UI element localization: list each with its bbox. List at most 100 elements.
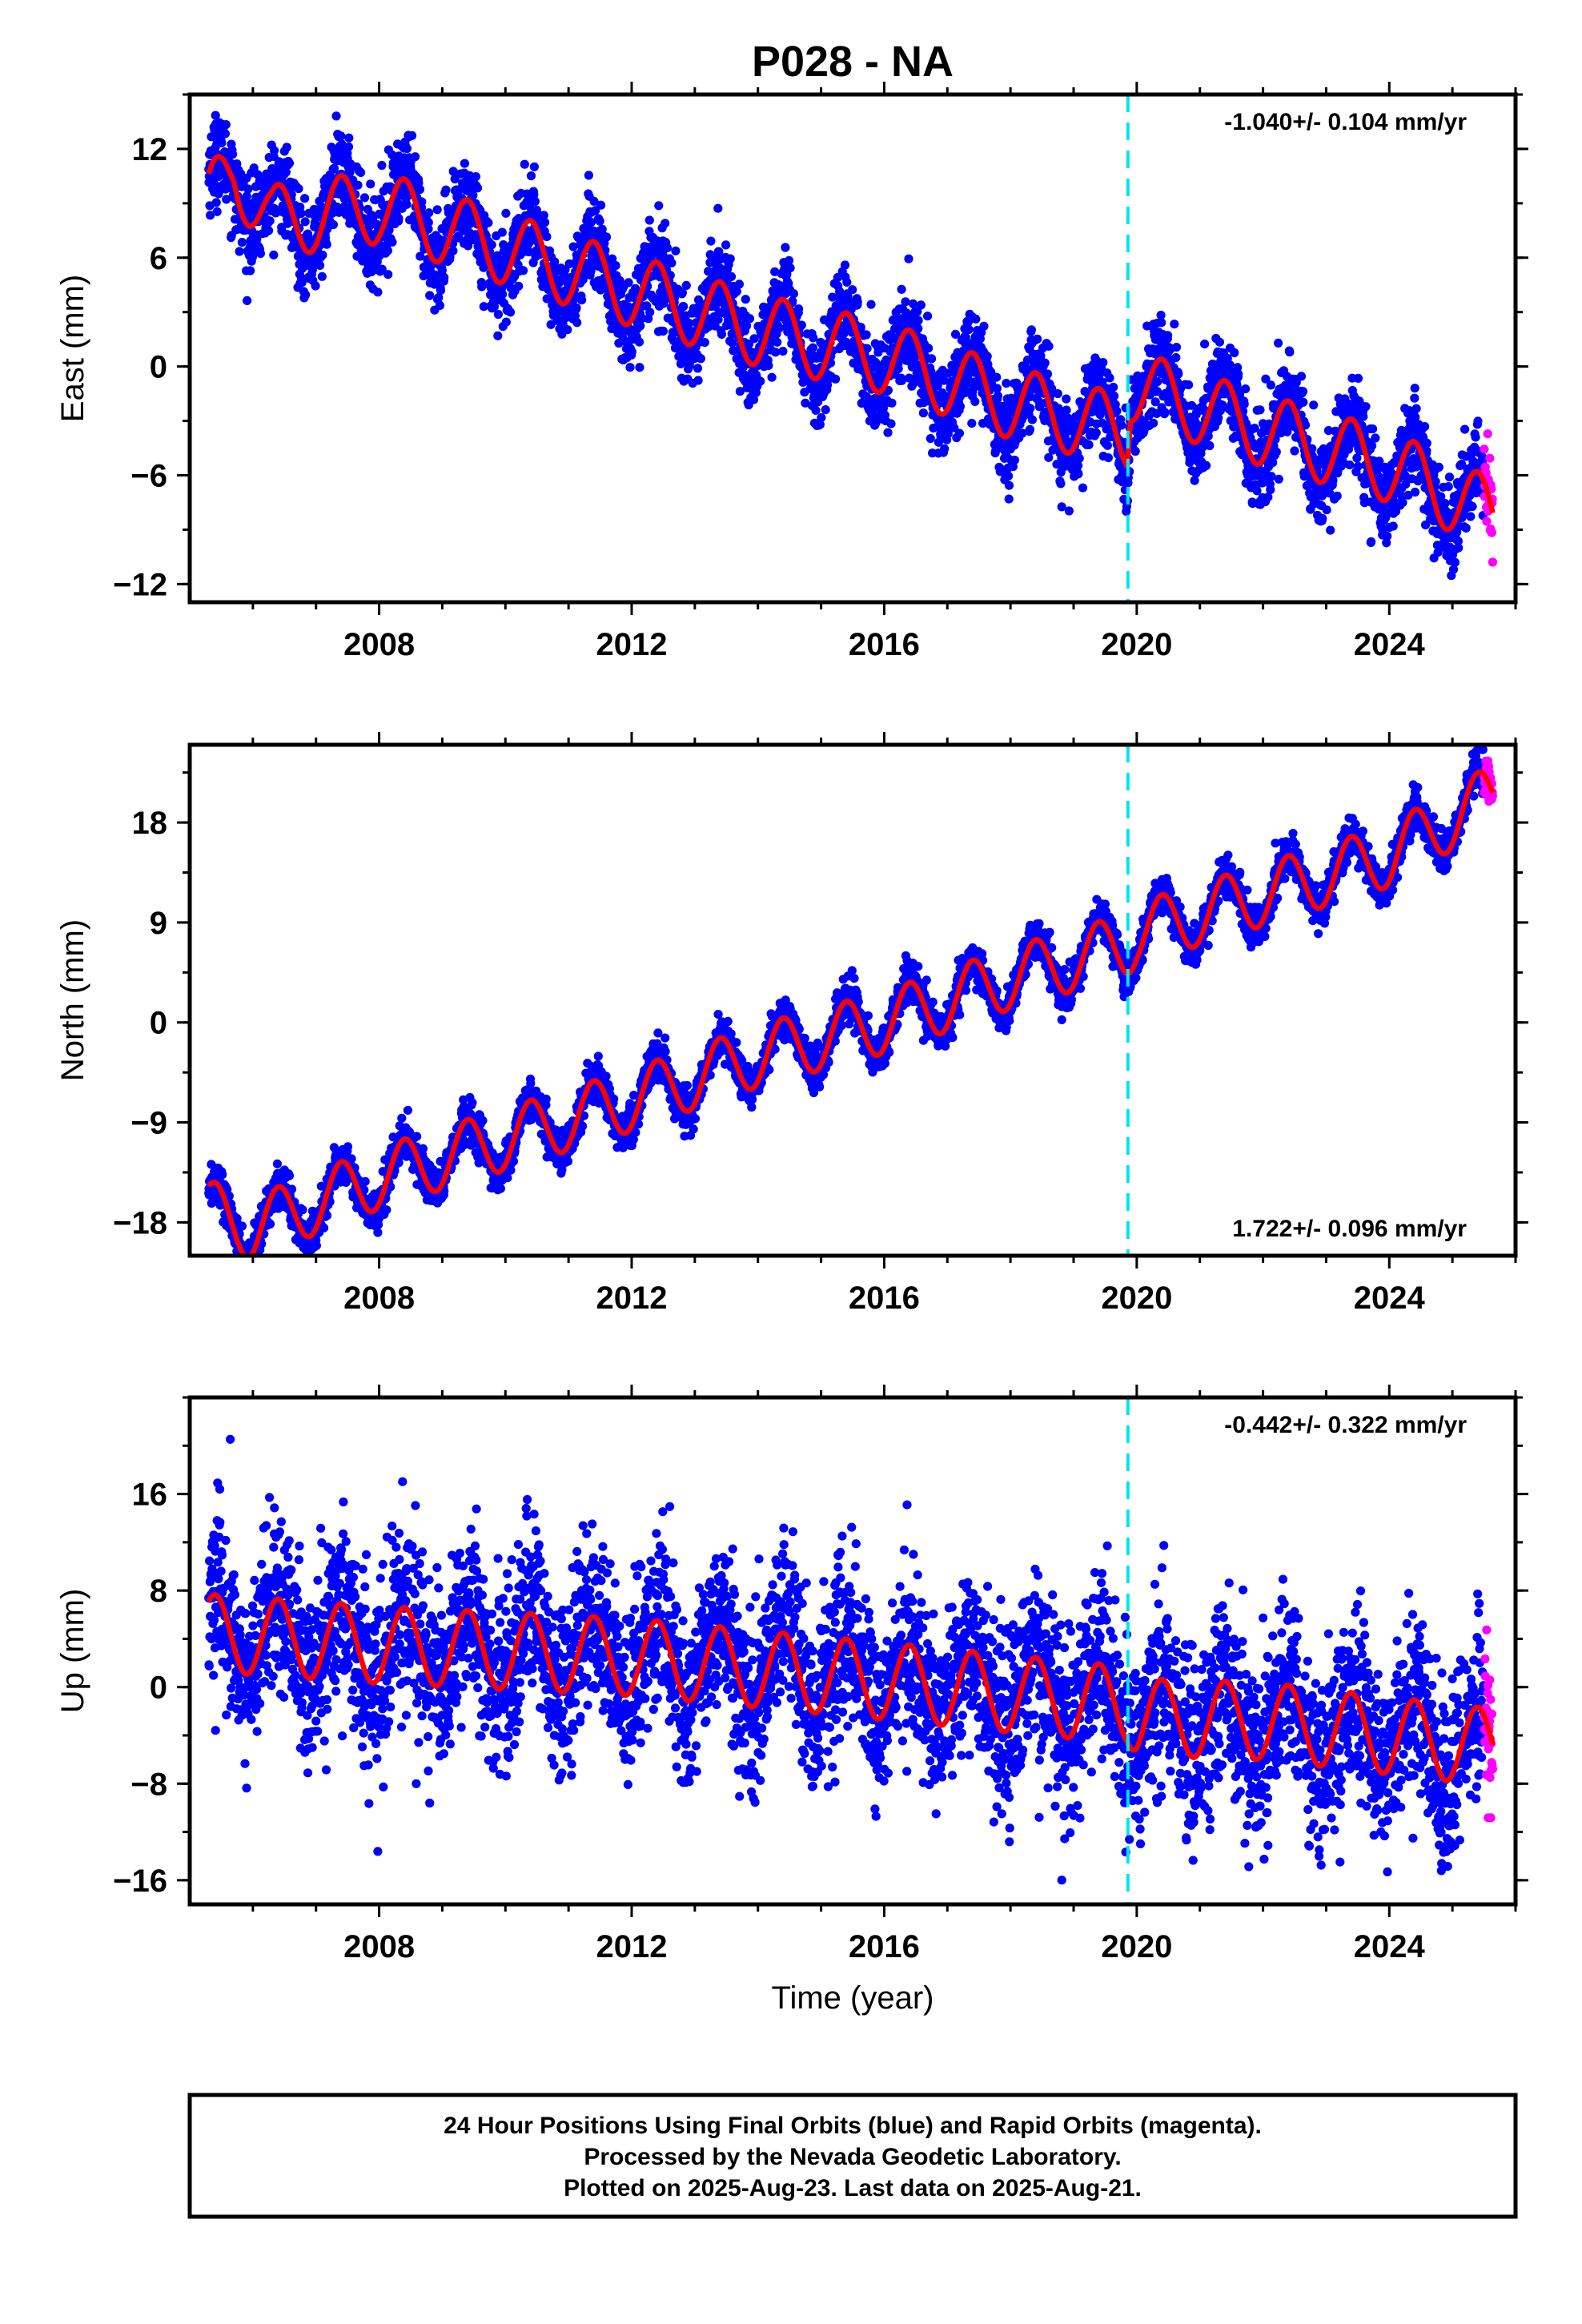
east-final-point: [415, 184, 425, 195]
east-final-point: [269, 250, 279, 259]
east-final-point: [432, 205, 442, 215]
east-final-point: [893, 364, 903, 373]
east-final-point: [721, 240, 731, 250]
east-final-point: [1420, 422, 1430, 432]
east-final-point: [520, 159, 529, 169]
east-final-point: [998, 401, 1008, 411]
east-final-point: [407, 131, 417, 140]
east-final-point: [1062, 394, 1071, 404]
east-final-point: [1098, 358, 1108, 368]
east-final-point: [861, 330, 871, 340]
east-final-point: [529, 190, 539, 199]
east-final-point: [568, 242, 578, 251]
east-final-point: [809, 333, 818, 343]
east-final-point: [1410, 393, 1419, 403]
east-final-point: [658, 326, 669, 336]
east-final-point: [479, 302, 488, 312]
east-final-point: [1388, 521, 1398, 531]
east-final-point: [570, 311, 580, 320]
east-final-point: [1410, 384, 1419, 393]
east-final-point: [1205, 440, 1215, 451]
east-final-point: [979, 321, 989, 331]
east-final-point: [399, 160, 408, 170]
east-final-point: [577, 296, 587, 305]
east-final-point: [1298, 387, 1308, 396]
east-final-point: [336, 131, 346, 141]
east-final-point: [811, 405, 821, 415]
east-final-point: [1444, 472, 1455, 482]
east-final-point: [924, 344, 934, 353]
east-final-point: [1328, 476, 1338, 485]
east-final-point: [735, 387, 745, 396]
east-final-point: [1174, 369, 1183, 379]
east-final-point: [436, 285, 446, 296]
east-final-point: [1064, 506, 1074, 516]
east-final-point: [416, 251, 425, 261]
east-final-point: [434, 293, 444, 303]
east-final-point: [601, 232, 612, 242]
east-final-point: [927, 354, 937, 364]
east-final-point: [440, 272, 449, 282]
east-y-tick-label: −12: [113, 567, 167, 602]
east-final-point: [1318, 513, 1327, 524]
east-final-point: [1042, 369, 1053, 379]
east-rate-label: -1.040+/- 0.104 mm/yr: [1224, 109, 1467, 135]
east-final-point: [742, 321, 752, 331]
east-plot-area: [204, 94, 1497, 602]
east-final-point: [1074, 469, 1083, 479]
east-final-point: [334, 207, 343, 217]
east-final-point: [992, 372, 1002, 382]
east-final-point: [856, 323, 865, 332]
east-final-point: [661, 219, 670, 228]
east-final-point: [417, 197, 427, 207]
east-final-point: [1234, 369, 1243, 379]
east-final-point: [1290, 446, 1299, 456]
east-final-point: [356, 167, 366, 177]
east-final-point: [1056, 479, 1066, 489]
east-final-point: [484, 218, 493, 227]
east-final-point: [883, 428, 893, 437]
east-final-point: [1171, 343, 1182, 352]
east-final-point: [1241, 384, 1251, 394]
east-final-point: [635, 363, 644, 372]
north-points: [204, 745, 1497, 1256]
east-final-point: [366, 179, 375, 189]
east-final-point: [394, 214, 404, 223]
east-final-point: [681, 280, 691, 290]
east-final-point: [1471, 432, 1480, 442]
east-final-point: [1473, 416, 1483, 426]
east-final-point: [1460, 424, 1470, 434]
east-final-point: [402, 143, 412, 154]
east-final-point: [1010, 455, 1019, 465]
east-final-point: [645, 308, 655, 317]
east-final-point: [794, 304, 804, 314]
east-rapid-point: [1485, 453, 1495, 463]
east-final-point: [472, 183, 483, 193]
east-final-point: [411, 152, 420, 162]
east-final-point: [586, 217, 596, 227]
east-final-point: [1002, 379, 1011, 388]
east-final-point: [781, 243, 790, 252]
east-final-point: [383, 270, 393, 279]
east-final-point: [487, 240, 496, 250]
east-final-point: [778, 347, 788, 356]
east-final-point: [873, 348, 883, 357]
east-final-point: [1274, 338, 1283, 348]
east-final-point: [726, 271, 737, 281]
east-final-point: [550, 257, 560, 267]
east-final-point: [767, 372, 777, 382]
east-final-point: [714, 247, 724, 256]
east-final-point: [1383, 531, 1392, 541]
east-final-point: [1091, 428, 1101, 438]
east-final-point: [961, 332, 970, 342]
east-final-point: [497, 227, 507, 237]
east-final-point: [281, 167, 291, 177]
east-final-point: [359, 193, 370, 203]
east-final-point: [821, 405, 830, 415]
east-final-point: [501, 317, 511, 327]
east-final-point: [526, 171, 536, 181]
east-final-point: [586, 266, 596, 275]
east-final-point: [1309, 400, 1319, 410]
east-final-point: [1055, 407, 1065, 416]
